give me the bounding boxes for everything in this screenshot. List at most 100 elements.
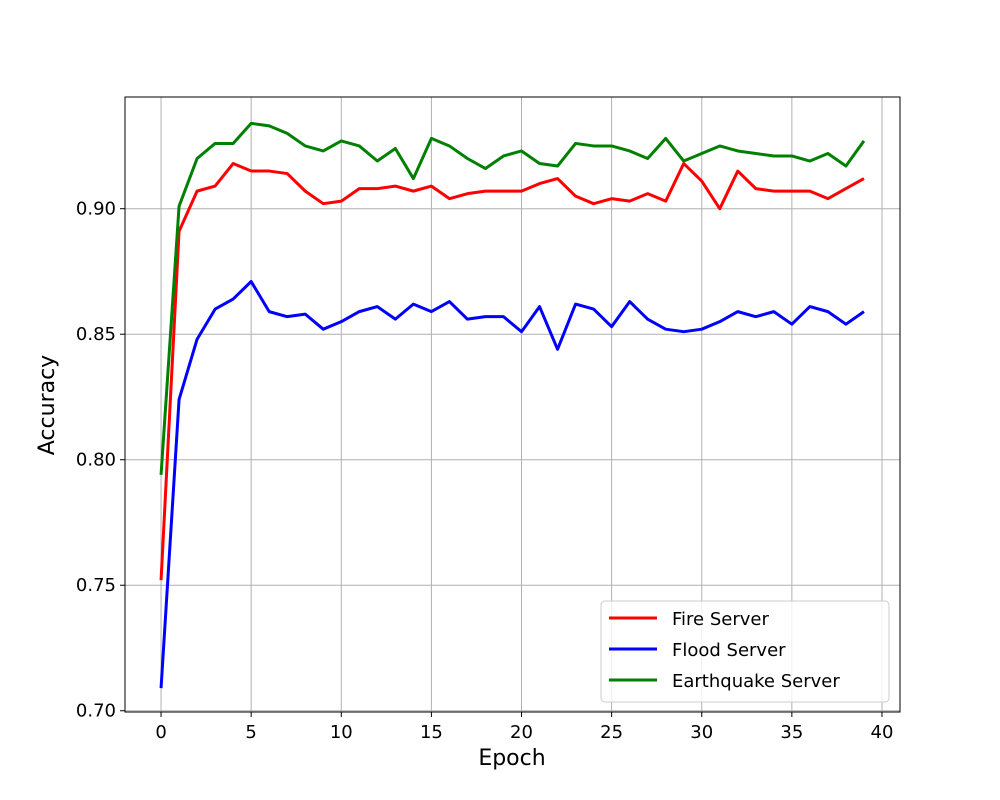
data-point <box>268 170 271 173</box>
series-line <box>159 280 865 689</box>
data-point <box>484 190 487 193</box>
x-tick-label: 35 <box>780 722 803 743</box>
data-point <box>556 348 559 351</box>
data-point <box>556 177 559 180</box>
data-point <box>250 122 253 125</box>
data-point <box>160 579 163 582</box>
data-point <box>448 144 451 147</box>
data-point <box>232 162 235 165</box>
data-point <box>574 303 577 306</box>
data-point <box>376 160 379 163</box>
series-fire-server <box>159 162 865 582</box>
data-point <box>736 170 739 173</box>
data-point <box>322 328 325 331</box>
data-point <box>664 137 667 140</box>
data-point <box>628 300 631 303</box>
data-point <box>610 325 613 328</box>
legend-label: Fire Server <box>672 609 769 630</box>
data-point <box>484 167 487 170</box>
data-point <box>772 154 775 157</box>
x-tick-label: 0 <box>155 722 166 743</box>
data-point <box>520 330 523 333</box>
data-point <box>502 315 505 318</box>
data-point <box>520 190 523 193</box>
data-point <box>538 305 541 308</box>
data-point <box>754 152 757 155</box>
x-tick-label: 5 <box>245 722 256 743</box>
data-point <box>160 687 163 690</box>
data-point <box>826 310 829 313</box>
data-point <box>286 132 289 135</box>
legend: Fire Server Flood Server Earthquake Server <box>600 600 890 703</box>
x-tick-label: 25 <box>600 722 623 743</box>
data-point <box>574 142 577 145</box>
data-point <box>826 197 829 200</box>
data-point <box>304 313 307 316</box>
data-point <box>412 177 415 180</box>
data-point <box>574 195 577 198</box>
data-point <box>718 207 721 210</box>
data-point <box>304 144 307 147</box>
data-point <box>538 162 541 165</box>
series-line <box>159 121 866 475</box>
data-point <box>646 318 649 321</box>
data-point <box>268 124 271 127</box>
x-tick-label: 40 <box>871 722 894 743</box>
data-point <box>214 142 217 145</box>
data-point <box>376 305 379 308</box>
data-point <box>430 137 433 140</box>
data-point <box>178 398 181 401</box>
data-point <box>664 200 667 203</box>
data-point <box>358 187 361 190</box>
series-flood-server <box>159 280 865 690</box>
y-axis-label: Accuracy <box>35 355 60 455</box>
data-point <box>772 310 775 313</box>
data-point <box>160 473 163 476</box>
data-point <box>250 170 253 173</box>
data-point <box>700 180 703 183</box>
data-point <box>430 310 433 313</box>
y-tick-label: 0.80 <box>76 450 116 471</box>
data-point <box>178 205 181 208</box>
data-point <box>394 185 397 188</box>
data-point <box>448 197 451 200</box>
y-tick-label: 0.85 <box>76 324 116 345</box>
series-lines <box>159 121 866 690</box>
x-axis-label: Epoch <box>478 746 545 771</box>
data-point <box>286 172 289 175</box>
y-tick-label: 0.75 <box>76 575 116 596</box>
data-point <box>340 139 343 142</box>
data-point <box>700 328 703 331</box>
data-point <box>754 187 757 190</box>
data-point <box>844 187 847 190</box>
x-tick-label: 15 <box>420 722 443 743</box>
data-point <box>196 338 199 341</box>
data-point <box>808 190 811 193</box>
data-point <box>790 190 793 193</box>
data-point <box>232 142 235 145</box>
data-point <box>556 165 559 168</box>
data-point <box>610 144 613 147</box>
legend-frame <box>600 600 890 703</box>
data-point <box>862 139 865 142</box>
data-point <box>736 149 739 152</box>
data-point <box>718 144 721 147</box>
data-point <box>844 323 847 326</box>
data-point <box>232 298 235 301</box>
data-point <box>322 202 325 205</box>
data-point <box>412 303 415 306</box>
data-point <box>790 323 793 326</box>
y-tick-label: 0.90 <box>76 199 116 220</box>
x-tick-label: 30 <box>690 722 713 743</box>
data-point <box>340 320 343 323</box>
data-point <box>214 185 217 188</box>
data-point <box>844 165 847 168</box>
data-point <box>808 160 811 163</box>
data-point <box>376 187 379 190</box>
legend-label: Earthquake Server <box>672 671 840 692</box>
data-point <box>268 310 271 313</box>
data-point <box>394 318 397 321</box>
data-point <box>322 149 325 152</box>
data-point <box>592 202 595 205</box>
data-point <box>304 190 307 193</box>
